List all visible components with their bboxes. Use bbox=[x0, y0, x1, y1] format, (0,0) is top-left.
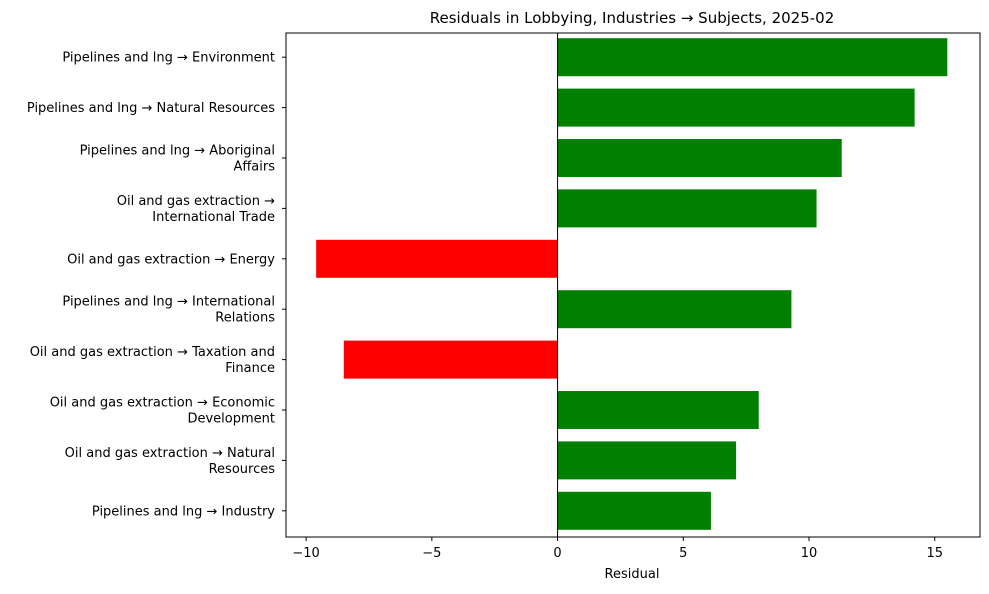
category-label: Pipelines and lng → Natural Resources bbox=[27, 101, 275, 116]
bars-layer bbox=[316, 38, 948, 530]
category-label: Pipelines and lng → Environment bbox=[62, 51, 275, 66]
category-label: Resources bbox=[209, 462, 276, 477]
x-tick-label: 0 bbox=[553, 546, 561, 561]
bar-9 bbox=[557, 441, 737, 480]
x-tick-label: 10 bbox=[801, 546, 818, 561]
category-label: Oil and gas extraction → Economic bbox=[50, 396, 275, 411]
plot-frame bbox=[285, 32, 981, 538]
bar-10 bbox=[557, 491, 711, 530]
x-tick-label: 15 bbox=[926, 546, 943, 561]
category-label: Oil and gas extraction → Natural bbox=[65, 446, 275, 461]
bar-6 bbox=[557, 290, 792, 329]
x-tick-label: −5 bbox=[422, 546, 441, 561]
category-label: Pipelines and lng → Aboriginal bbox=[80, 144, 275, 159]
category-label: Pipelines and lng → International bbox=[62, 295, 275, 310]
x-tick-label: 5 bbox=[679, 546, 687, 561]
y-axis: Pipelines and lng → Environment Pipelines… bbox=[27, 51, 286, 519]
bar-4 bbox=[557, 189, 817, 228]
category-label: Oil and gas extraction → Energy bbox=[67, 252, 275, 267]
category-label: Relations bbox=[215, 311, 275, 326]
x-tick-label: −10 bbox=[292, 546, 319, 561]
category-label: Pipelines and lng → Industry bbox=[92, 504, 275, 519]
x-axis: −10 −5 0 5 10 15 bbox=[292, 537, 943, 561]
bar-3 bbox=[557, 139, 842, 177]
category-label: Affairs bbox=[233, 160, 275, 175]
category-label: Development bbox=[187, 412, 275, 427]
bar-7 bbox=[343, 340, 558, 379]
bar-5 bbox=[316, 239, 558, 278]
bar-8 bbox=[557, 391, 759, 429]
chart-title: Residuals in Lobbying, Industries → Subj… bbox=[430, 9, 835, 27]
category-label: Finance bbox=[225, 361, 275, 376]
category-label: Oil and gas extraction → Taxation and bbox=[30, 345, 275, 360]
bar-2 bbox=[557, 88, 915, 127]
category-label: International Trade bbox=[152, 210, 275, 225]
x-axis-label: Residual bbox=[605, 567, 660, 582]
bar-1 bbox=[557, 38, 948, 77]
category-label: Oil and gas extraction → bbox=[117, 194, 275, 209]
